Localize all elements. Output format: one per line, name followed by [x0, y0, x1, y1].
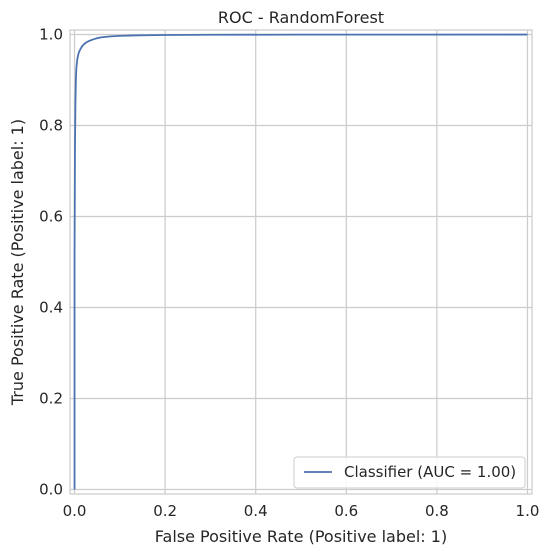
- chart-title: ROC - RandomForest: [218, 8, 384, 27]
- x-tick-label: 0.8: [425, 502, 449, 520]
- y-axis-label: True Positive Rate (Positive label: 1): [8, 119, 27, 406]
- x-tick-label: 0.0: [63, 502, 87, 520]
- y-tick-label: 1.0: [39, 26, 63, 44]
- x-axis-label: False Positive Rate (Positive label: 1): [155, 527, 447, 546]
- x-tick-label: 0.4: [244, 502, 268, 520]
- y-tick-label: 0.8: [39, 117, 63, 135]
- y-tick-labels: 0.0 0.2 0.4 0.6 0.8 1.0: [39, 26, 63, 499]
- x-tick-label: 0.6: [334, 502, 358, 520]
- plot-background: [70, 30, 532, 494]
- roc-curve-line: [73, 33, 528, 490]
- y-tick-label: 0.2: [39, 389, 63, 407]
- x-tick-label: 1.0: [516, 502, 540, 520]
- plot-frame: [69, 29, 533, 495]
- x-tick-label: 0.2: [153, 502, 177, 520]
- y-tick-label: 0.0: [39, 480, 63, 498]
- x-tick-labels: 0.0 0.2 0.4 0.6 0.8 1.0: [63, 502, 540, 520]
- roc-curve-layer: [73, 33, 528, 490]
- legend-box: [293, 456, 526, 489]
- y-tick-label: 0.4: [39, 298, 63, 316]
- y-tick-label: 0.6: [39, 208, 63, 226]
- legend-entry-classifier: Classifier (AUC = 1.00): [344, 463, 516, 481]
- legend: Classifier (AUC = 1.00): [293, 456, 526, 489]
